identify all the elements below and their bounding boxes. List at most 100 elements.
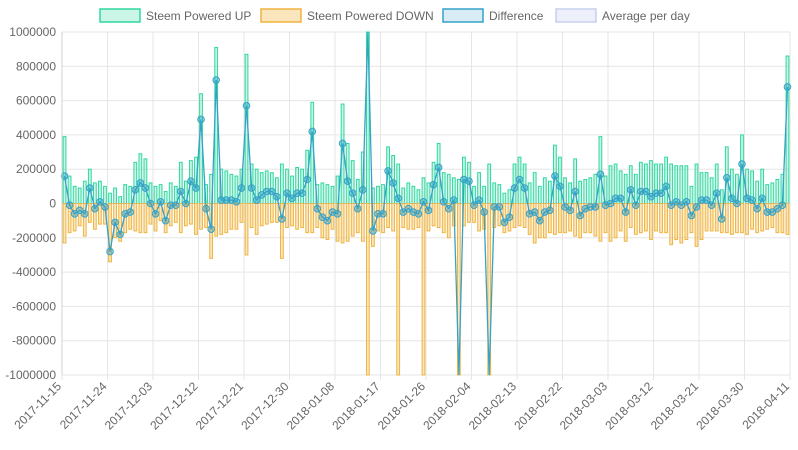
- bar-down: [522, 203, 527, 229]
- bar-up: [628, 165, 633, 205]
- difference-point: [111, 218, 119, 227]
- difference-point: [677, 201, 686, 210]
- difference-point: [647, 192, 655, 201]
- difference-point: [632, 201, 640, 210]
- difference-point: [596, 170, 605, 179]
- bar-down: [92, 203, 97, 230]
- bar-down: [113, 203, 117, 239]
- difference-point: [657, 189, 665, 198]
- bar-down: [411, 203, 416, 230]
- y-tick-label: -800000: [12, 334, 56, 348]
- legend-item[interactable]: Steem Powered DOWN: [260, 8, 434, 23]
- bar-down: [360, 203, 365, 242]
- x-tick-label: 2018-03-21: [648, 379, 702, 433]
- difference-point: [768, 208, 777, 216]
- bar-up: [325, 184, 330, 204]
- x-tick-label: 2017-12-21: [193, 379, 247, 433]
- bar-up: [644, 163, 648, 204]
- bar-up: [568, 182, 572, 204]
- bar-up: [608, 165, 613, 205]
- bar-down: [659, 203, 663, 234]
- x-tick-label: 2018-02-13: [466, 379, 520, 433]
- legend-item[interactable]: Average per day: [555, 8, 690, 23]
- difference-point: [692, 203, 701, 211]
- bar-up: [77, 187, 82, 205]
- difference-point: [556, 182, 564, 191]
- bar-up: [133, 161, 138, 204]
- bar-down: [644, 203, 648, 232]
- difference-point: [161, 216, 170, 225]
- difference-point: [571, 187, 579, 196]
- bar-down: [355, 203, 360, 234]
- bar-down: [714, 203, 719, 232]
- bar-down: [391, 203, 396, 232]
- difference-point: [738, 160, 746, 168]
- bar-down: [785, 203, 790, 235]
- difference-point: [566, 206, 574, 215]
- bar-down: [285, 203, 289, 229]
- bar-down: [194, 203, 198, 235]
- bar-down: [441, 203, 446, 234]
- bar-down: [305, 203, 310, 234]
- bar-down: [396, 203, 401, 376]
- difference-point: [530, 208, 539, 216]
- bar-up: [355, 178, 360, 205]
- bar-down: [234, 203, 239, 230]
- legend-swatch: [260, 8, 302, 23]
- bar-down: [239, 203, 244, 223]
- bar-up: [507, 189, 512, 204]
- x-tick-label: 2018-01-17: [329, 379, 383, 433]
- bar-up: [765, 184, 770, 204]
- difference-point: [156, 197, 165, 206]
- legend[interactable]: Steem Powered UP Steem Powered DOWN Differ…: [99, 8, 690, 23]
- difference-point: [232, 197, 241, 206]
- legend-item[interactable]: Difference: [442, 8, 544, 23]
- difference-point: [591, 203, 600, 211]
- bar-down: [547, 203, 552, 234]
- difference-point: [252, 196, 261, 204]
- y-tick-label: -200000: [12, 231, 56, 245]
- bar-up: [138, 153, 143, 204]
- difference-point: [419, 197, 428, 206]
- bar-down: [133, 203, 138, 232]
- difference-point: [576, 211, 584, 220]
- bar-down: [386, 203, 390, 229]
- bar-down: [740, 203, 744, 234]
- bar-up: [755, 180, 760, 205]
- difference-point: [273, 192, 281, 201]
- bar-down: [654, 203, 658, 232]
- difference-point: [101, 203, 109, 211]
- bar-down: [573, 203, 578, 237]
- bar-up: [300, 168, 305, 204]
- y-tick-label: 600000: [16, 94, 56, 108]
- bar-down: [406, 203, 411, 230]
- difference-point: [733, 199, 741, 208]
- bar-up: [583, 178, 588, 205]
- difference-point: [151, 209, 160, 218]
- difference-point: [187, 177, 195, 186]
- legend-label: Steem Powered DOWN: [307, 9, 434, 23]
- y-tick-label: 400000: [16, 128, 56, 142]
- difference-point: [338, 139, 347, 148]
- bar-down: [765, 203, 770, 230]
- bar-down: [416, 203, 421, 229]
- difference-point: [80, 209, 89, 218]
- x-tick-label: 2018-02-04: [420, 379, 474, 433]
- legend-item[interactable]: Steem Powered UP: [99, 8, 251, 23]
- bar-down: [755, 203, 760, 234]
- difference-point: [616, 194, 625, 203]
- bar-down: [512, 203, 517, 229]
- difference-point: [535, 216, 544, 225]
- bar-down: [138, 203, 143, 234]
- bar-down: [82, 203, 87, 237]
- difference-point: [546, 206, 554, 215]
- bar-down: [274, 203, 279, 223]
- bar-up: [178, 161, 183, 204]
- difference-point: [75, 206, 84, 215]
- bar-up: [168, 182, 173, 204]
- bar-down: [649, 203, 653, 241]
- bar-up: [62, 136, 67, 205]
- bar-up: [401, 187, 406, 205]
- difference-point: [212, 76, 220, 84]
- bar-up: [72, 185, 77, 205]
